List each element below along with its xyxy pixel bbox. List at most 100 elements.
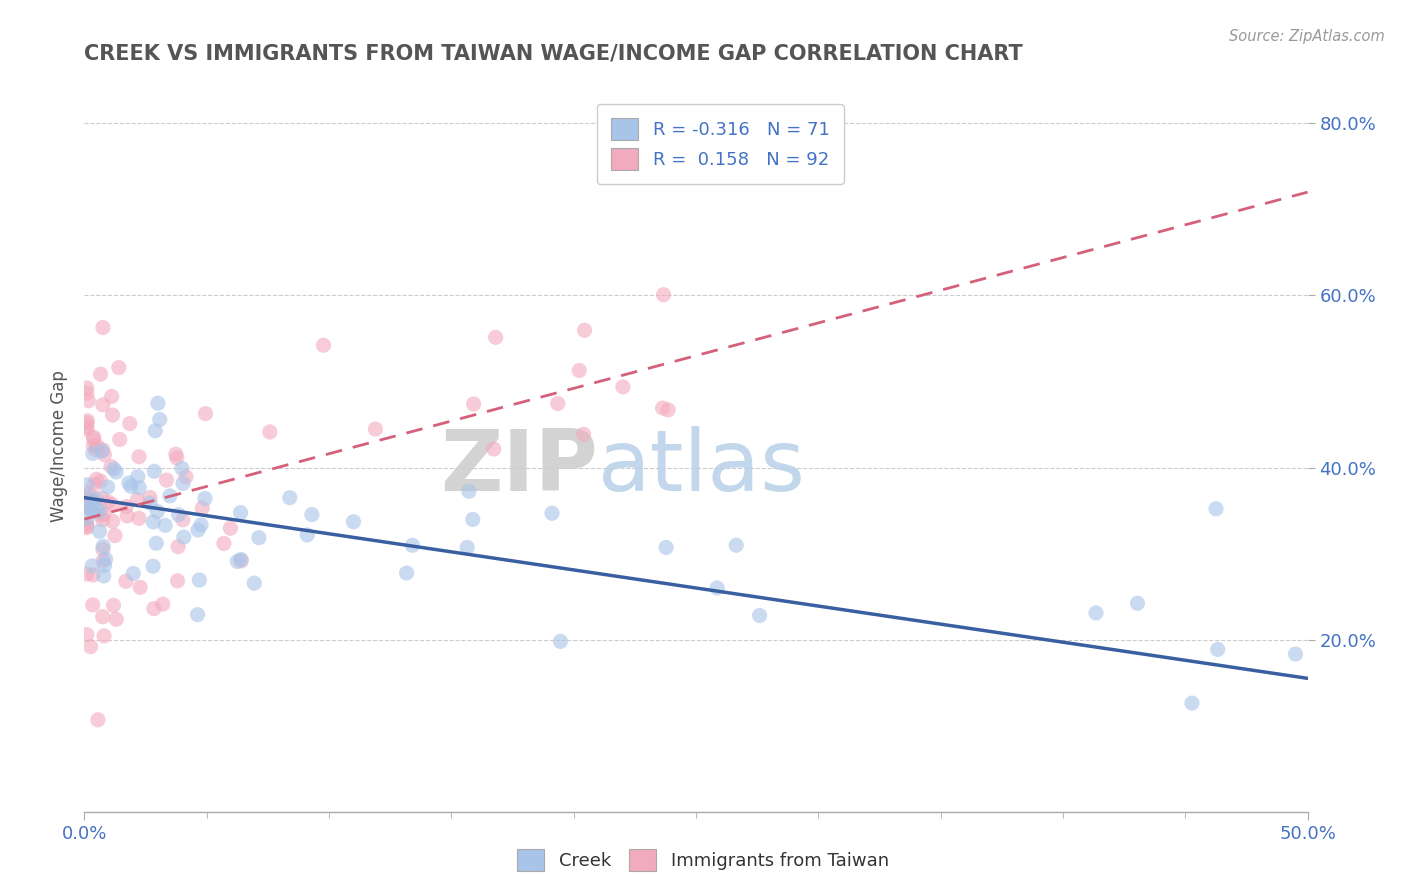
Point [101,408,124,422]
Point [146,396,169,410]
Point [155,473,177,487]
Point [105,465,128,479]
Point [89,524,111,539]
Point [90,444,112,458]
Point [76,519,98,533]
Text: CREEK VS IMMIGRANTS FROM TAIWAN WAGE/INCOME GAP CORRELATION CHART: CREEK VS IMMIGRANTS FROM TAIWAN WAGE/INC… [84,44,1024,63]
Point [482,442,505,456]
Point [84,501,107,516]
Point [93,629,115,643]
Point [1126,596,1149,610]
Point [82,598,104,612]
Point [82,493,104,508]
Point [568,363,591,377]
Point [86,439,108,453]
Point [79,500,101,515]
Point [364,422,387,436]
Point [93,558,115,573]
Point [226,554,249,568]
Point [76,627,98,641]
Point [219,521,242,535]
Point [188,573,211,587]
Point [170,461,193,475]
Point [142,515,165,529]
Point [129,580,152,594]
Point [146,504,169,518]
Point [122,566,145,581]
Point [167,540,190,554]
Point [87,713,110,727]
Point [143,464,166,478]
Point [231,554,253,568]
Point [79,640,101,654]
Point [84,442,107,457]
Point [152,597,174,611]
Point [655,541,678,555]
Legend: R = -0.316   N = 71, R =  0.158   N = 92: R = -0.316 N = 71, R = 0.158 N = 92 [596,104,844,184]
Point [107,360,129,375]
Point [118,475,141,490]
Point [94,552,117,566]
Point [128,450,150,464]
Point [77,491,100,506]
Point [76,520,98,534]
Point [76,422,98,436]
Point [541,506,564,520]
Point [93,507,115,521]
Point [76,416,98,430]
Point [159,489,181,503]
Point [142,559,165,574]
Point [165,447,187,461]
Point [76,497,98,511]
Point [194,407,217,421]
Text: ZIP: ZIP [440,426,598,509]
Point [706,581,728,595]
Point [278,491,301,505]
Point [725,538,748,552]
Text: atlas: atlas [598,426,806,509]
Legend: Creek, Immigrants from Taiwan: Creek, Immigrants from Taiwan [510,842,896,879]
Point [100,389,122,403]
Point [1085,606,1108,620]
Point [657,403,679,417]
Point [153,518,176,533]
Point [173,530,195,544]
Point [115,574,138,589]
Point [105,612,128,626]
Point [83,432,105,446]
Point [120,479,142,493]
Point [142,601,165,615]
Point [166,574,188,588]
Point [77,393,100,408]
Point [174,469,197,483]
Point [76,419,98,434]
Point [395,566,418,580]
Point [93,448,115,462]
Point [79,501,101,516]
Point [90,367,112,381]
Point [91,513,114,527]
Point [90,491,112,505]
Point [1206,642,1229,657]
Point [82,505,104,519]
Point [93,569,115,583]
Point [91,398,114,412]
Point [612,380,634,394]
Point [312,338,335,352]
Point [651,401,673,415]
Point [127,469,149,483]
Point [91,554,114,568]
Point [83,494,105,508]
Point [187,607,209,622]
Point [76,511,98,525]
Point [84,491,107,506]
Point [82,568,104,582]
Point [101,514,124,528]
Point [91,609,114,624]
Point [91,542,114,557]
Point [1181,696,1204,710]
Point [229,506,252,520]
Point [83,430,105,444]
Point [652,287,675,301]
Point [172,513,194,527]
